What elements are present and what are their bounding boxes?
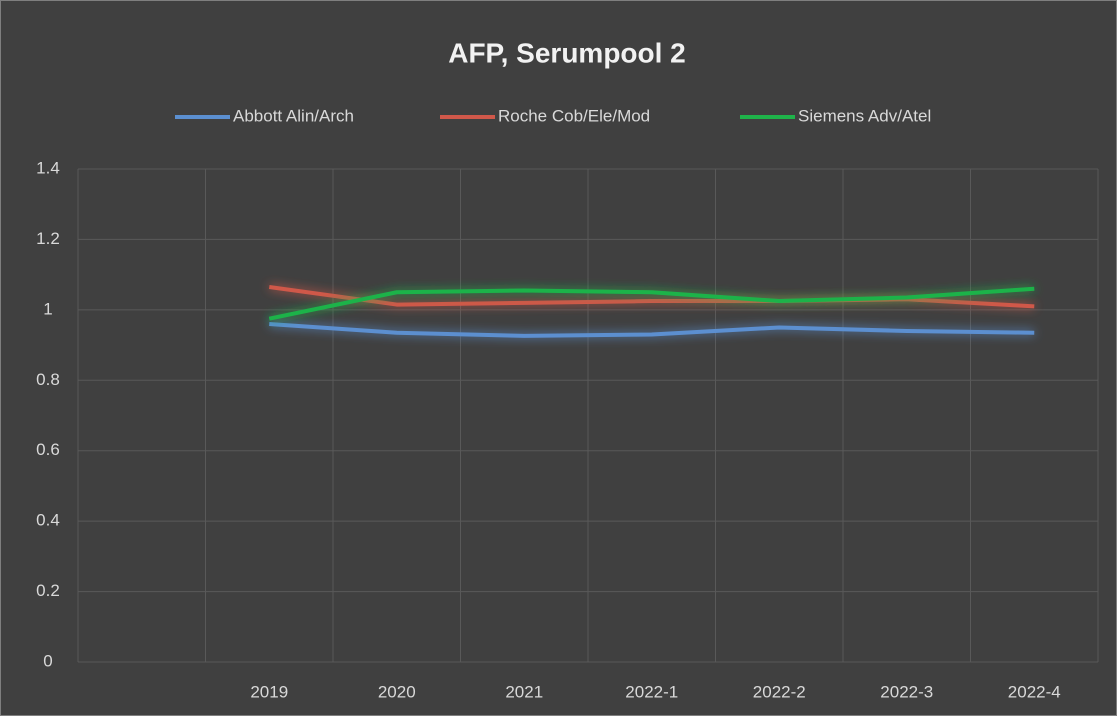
legend-label: Roche Cob/Ele/Mod xyxy=(498,106,650,125)
x-tick-label: 2022-4 xyxy=(1008,682,1061,701)
y-tick-label: 1.4 xyxy=(36,158,60,177)
x-tick-label: 2022-2 xyxy=(753,682,806,701)
y-tick-label: 0 xyxy=(43,651,52,670)
y-tick-label: 0.6 xyxy=(36,440,60,459)
legend-label: Siemens Adv/Atel xyxy=(798,106,931,125)
x-tick-label: 2019 xyxy=(250,682,288,701)
y-tick-label: 0.2 xyxy=(36,581,60,600)
y-tick-label: 1.2 xyxy=(36,229,60,248)
x-tick-label: 2022-3 xyxy=(880,682,933,701)
y-tick-label: 0.4 xyxy=(36,511,60,530)
series-line xyxy=(269,321,1035,338)
series-line xyxy=(268,286,1035,321)
x-tick-label: 2020 xyxy=(378,682,416,701)
x-tick-label: 2021 xyxy=(505,682,543,701)
x-tick-label: 2022-1 xyxy=(625,682,678,701)
y-tick-label: 1 xyxy=(43,299,52,318)
y-tick-label: 0.8 xyxy=(36,370,60,389)
chart-title: AFP, Serumpool 2 xyxy=(448,37,686,68)
legend-label: Abbott Alin/Arch xyxy=(233,106,354,125)
